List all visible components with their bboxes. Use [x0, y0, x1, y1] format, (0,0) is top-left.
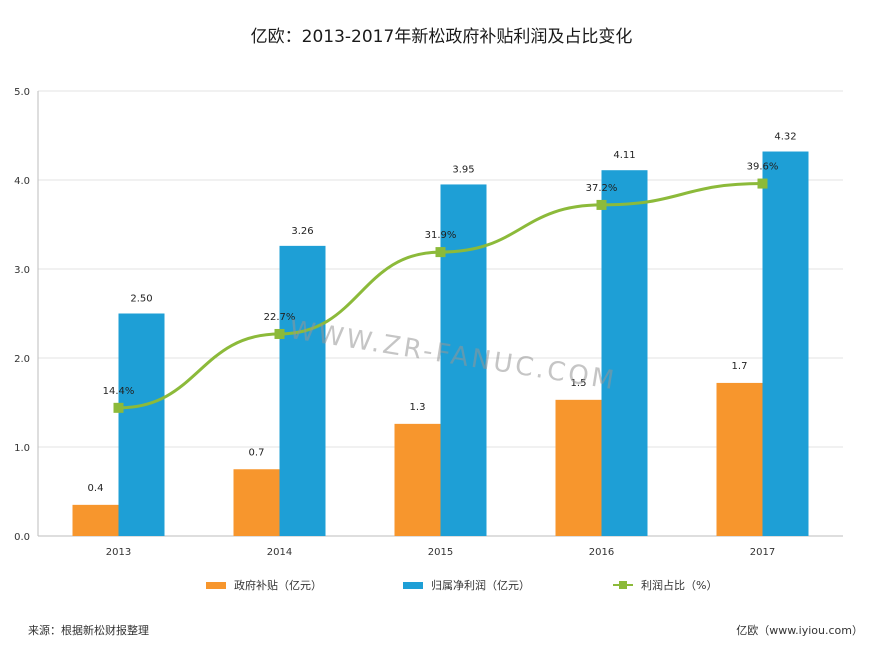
- legend-label-profit: 归属净利润（亿元）: [431, 579, 530, 592]
- x-tick-label: 2017: [750, 547, 775, 558]
- bar-profit: [762, 151, 809, 536]
- data-label-ratio: 14.4%: [103, 386, 135, 397]
- y-tick-label: 0.0: [14, 532, 30, 543]
- bar-subsidy: [72, 504, 119, 536]
- legend-item-profit: 归属净利润（亿元）: [403, 577, 530, 593]
- data-label-profit: 2.50: [130, 294, 152, 305]
- legend-swatch-profit: [403, 581, 423, 589]
- bar-profit: [118, 313, 165, 536]
- point-ratio: [274, 328, 285, 339]
- data-label-ratio: 39.6%: [747, 162, 779, 173]
- data-label-ratio: 22.7%: [264, 312, 296, 323]
- data-label-subsidy: 1.7: [732, 361, 748, 372]
- x-tick-label: 2016: [589, 547, 614, 558]
- legend-label-ratio: 利润占比（%）: [641, 579, 718, 592]
- data-label-subsidy: 1.5: [571, 378, 587, 389]
- legend-item-ratio: 利润占比（%）: [613, 577, 717, 593]
- point-ratio: [596, 199, 607, 210]
- bar-subsidy: [394, 423, 441, 536]
- data-label-profit: 3.26: [291, 226, 313, 237]
- chart-title: 亿欧：2013-2017年新松政府补贴利润及占比变化: [250, 27, 633, 47]
- y-tick-label: 4.0: [14, 176, 30, 187]
- x-tick-label: 2014: [267, 547, 292, 558]
- data-label-ratio: 31.9%: [425, 230, 457, 241]
- credit-note: 亿欧（www.iyiou.com）: [736, 624, 863, 637]
- y-tick-label: 5.0: [14, 87, 30, 98]
- bar-profit: [440, 184, 487, 536]
- source-note: 来源：根据新松财报整理: [28, 624, 149, 637]
- legend: 政府补贴（亿元） 归属净利润（亿元） 利润占比（%）: [0, 577, 883, 593]
- legend-item-subsidy: 政府补贴（亿元）: [206, 577, 322, 593]
- y-tick-label: 3.0: [14, 265, 30, 276]
- data-label-profit: 4.11: [613, 150, 635, 161]
- bar-subsidy: [716, 382, 763, 536]
- bar-subsidy: [233, 469, 280, 536]
- legend-swatch-ratio: [613, 581, 633, 589]
- point-ratio: [435, 247, 446, 258]
- y-tick-label: 1.0: [14, 443, 30, 454]
- bar-subsidy: [555, 399, 602, 536]
- data-label-subsidy: 0.7: [249, 447, 265, 458]
- bar-profit: [601, 170, 648, 536]
- data-label-subsidy: 1.3: [410, 402, 426, 413]
- data-label-subsidy: 0.4: [88, 483, 104, 494]
- data-label-profit: 3.95: [452, 164, 474, 175]
- point-ratio: [113, 402, 124, 413]
- x-tick-label: 2015: [428, 547, 453, 558]
- legend-label-subsidy: 政府补贴（亿元）: [234, 579, 322, 592]
- data-label-profit: 4.32: [774, 132, 796, 143]
- x-tick-label: 2013: [106, 547, 131, 558]
- data-label-ratio: 37.2%: [586, 183, 618, 194]
- y-tick-label: 2.0: [14, 354, 30, 365]
- bar-profit: [279, 245, 326, 537]
- legend-swatch-subsidy: [206, 581, 226, 589]
- point-ratio: [757, 178, 768, 189]
- line-ratio: [118, 182, 763, 410]
